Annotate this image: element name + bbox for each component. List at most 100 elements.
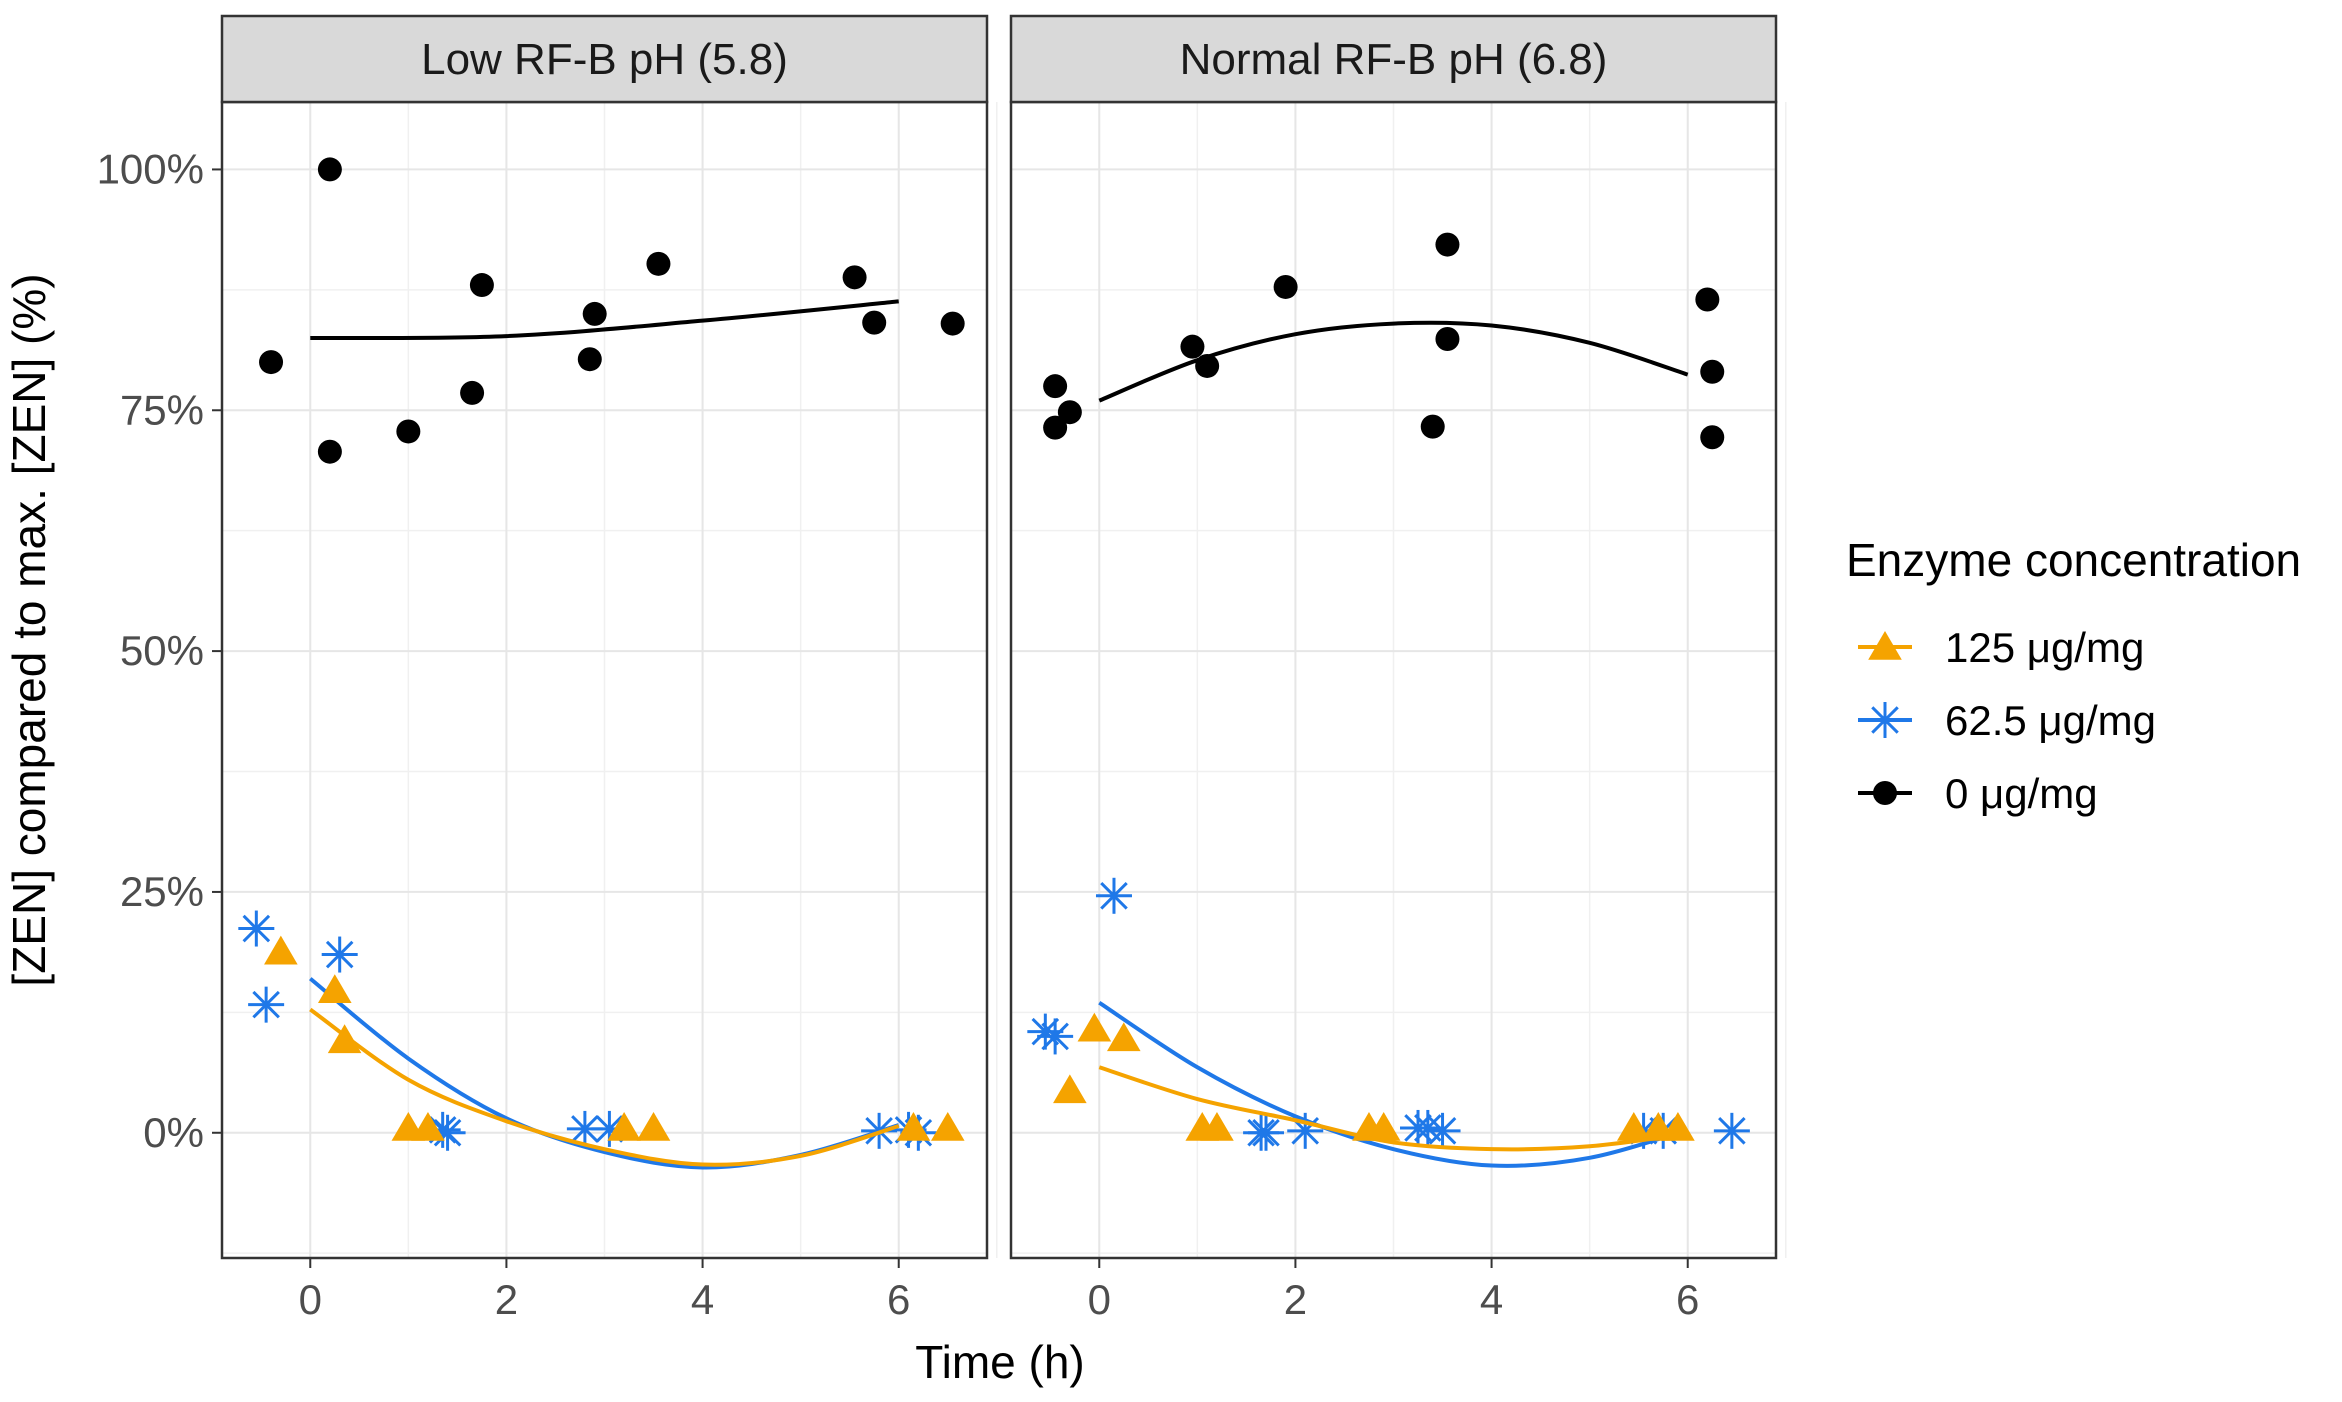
panel-grid: [1011, 102, 1787, 1258]
data-point-62-5-ug-mg: [1424, 1112, 1461, 1149]
x-tick-label-6: 6: [1676, 1276, 1699, 1323]
x-tick-label-2: 2: [1284, 1276, 1307, 1323]
data-point-62-5-ug-mg: [566, 1110, 603, 1147]
data-point-0-ug-mg: [460, 380, 485, 405]
data-point-0-ug-mg: [646, 251, 671, 276]
data-point-0-ug-mg: [317, 439, 342, 464]
data-point-62-5-ug-mg-stroke-3: [1428, 1117, 1457, 1145]
data-point-62-5-ug-mg-stroke-3: [1041, 1022, 1069, 1051]
data-point-125-ug-mg: [1106, 1022, 1141, 1052]
data-point-125-ug-mg: [327, 1024, 362, 1054]
facet-strip-title: Low RF-B pH (5.8): [421, 35, 788, 84]
data-point-0-ug-mg: [1695, 287, 1720, 312]
data-point-62-5-ug-mg: [321, 936, 358, 973]
x-tick-label-6: 6: [887, 1276, 910, 1323]
legend-entry-0-ug-mg: 0 μg/mg: [1858, 770, 2098, 817]
facet-panel-2: Normal RF-B pH (6.8) 0 2 4 6: [1009, 14, 1787, 1323]
data-point-0-ug-mg: [1043, 374, 1068, 399]
data-point-125-ug-mg: [1616, 1111, 1651, 1141]
data-point-125-ug-mg: [317, 974, 352, 1003]
data-point-62-5-ug-mg-stroke-3: [242, 914, 271, 943]
data-point-125-ug-mg: [1077, 1012, 1112, 1042]
data-point-62-5-ug-mg: [1248, 1114, 1284, 1151]
trend-line-125-ug-mg: [309, 1007, 900, 1167]
legend-label: 62.5 μg/mg: [1945, 697, 2156, 744]
data-point-125-ug-mg: [896, 1111, 931, 1141]
facet-strip: [220, 14, 989, 104]
trend-line-0-ug-mg: [310, 299, 899, 341]
data-point-125-ug-mg: [1200, 1111, 1234, 1141]
data-point-62-5-ug-mg-stroke-3: [252, 990, 280, 1019]
data-point-0-ug-mg: [577, 347, 602, 372]
data-point-62-5-ug-mg-stroke-3: [1718, 1117, 1746, 1145]
data-point-0-ug-mg: [1700, 359, 1725, 384]
trend-line-125-ug-mg: [1098, 1065, 1688, 1152]
data-point-0-ug-mg: [1435, 232, 1460, 257]
legend-key-marker: [1873, 781, 1897, 805]
data-point-0-ug-mg: [1057, 400, 1082, 425]
data-point-0-ug-mg: [396, 419, 421, 444]
facet-strip: [1009, 14, 1778, 104]
data-point-0-ug-mg: [940, 311, 965, 336]
series-0-ug-mg: [1043, 232, 1725, 450]
data-point-0-ug-mg: [1043, 415, 1068, 440]
data-point-62-5-ug-mg-stroke-3: [571, 1115, 599, 1143]
data-point-62-5-ug-mg-stroke-3: [1414, 1114, 1442, 1142]
data-point-0-ug-mg: [1420, 414, 1445, 439]
x-tick-label-4: 4: [1480, 1276, 1503, 1323]
legend-entry-125-ug-mg: 125 μg/mg: [1858, 624, 2144, 671]
data-point-0-ug-mg: [1180, 334, 1205, 359]
x-axis-title: Time (h): [915, 1336, 1085, 1388]
data-point-125-ug-mg: [1053, 1074, 1087, 1104]
data-point-62-5-ug-mg-stroke-3: [1100, 881, 1128, 910]
data-point-125-ug-mg: [411, 1111, 445, 1141]
legend-key-marker-stroke-3: [1871, 706, 1899, 734]
data-point-0-ug-mg: [842, 265, 867, 290]
data-point-0-ug-mg: [582, 301, 607, 326]
data-point-0-ug-mg: [862, 310, 887, 335]
x-tick-label-2: 2: [495, 1276, 518, 1323]
data-point-62-5-ug-mg-stroke-3: [1252, 1118, 1280, 1147]
x-tick-label-0: 0: [299, 1276, 322, 1323]
data-point-62-5-ug-mg: [1037, 1018, 1074, 1055]
y-tick-label-25: 25%: [120, 868, 204, 915]
y-tick-label-75: 75%: [120, 386, 204, 433]
legend: Enzyme concentration 125 μg/mg 62.5 μg/mg 0…: [1846, 534, 2301, 817]
legend-key-marker: [1867, 702, 1903, 738]
facet-panel-1: Low RF-B pH (5.8) 0 2 4 6: [220, 14, 998, 1323]
y-tick-label-100: 100%: [97, 145, 204, 192]
data-point-125-ug-mg: [1366, 1111, 1401, 1141]
data-point-62-5-ug-mg: [248, 986, 285, 1023]
trend-line-0-ug-mg: [1098, 320, 1689, 403]
data-point-0-ug-mg: [1700, 425, 1725, 450]
data-point-0-ug-mg: [1273, 274, 1298, 299]
legend-entry-62-5-ug-mg: 62.5 μg/mg: [1858, 697, 2156, 744]
data-point-62-5-ug-mg-stroke-3: [595, 1115, 624, 1143]
data-point-62-5-ug-mg-stroke-3: [433, 1118, 462, 1147]
data-point-125-ug-mg: [264, 935, 298, 965]
series-125-ug-mg: [264, 935, 965, 1167]
series-0-ug-mg: [259, 157, 965, 464]
data-point-62-5-ug-mg-stroke-3: [325, 940, 354, 969]
x-tick-label-0: 0: [1088, 1276, 1111, 1323]
data-point-0-ug-mg: [317, 157, 342, 182]
series-125-ug-mg: [1053, 1012, 1695, 1152]
legend-title: Enzyme concentration: [1846, 534, 2301, 586]
legend-label: 125 μg/mg: [1945, 624, 2144, 671]
y-tick-label-0: 0%: [143, 1109, 204, 1156]
data-point-125-ug-mg: [607, 1111, 641, 1141]
data-point-0-ug-mg: [1435, 326, 1460, 351]
data-point-125-ug-mg: [636, 1111, 671, 1141]
data-point-0-ug-mg: [259, 350, 284, 375]
facet-strip-title: Normal RF-B pH (6.8): [1180, 35, 1608, 84]
data-point-0-ug-mg: [469, 273, 494, 298]
x-tick-label-4: 4: [691, 1276, 714, 1323]
legend-label: 0 μg/mg: [1945, 770, 2098, 817]
y-axis-title: [ZEN] compared to max. [ZEN] (%): [3, 273, 55, 986]
data-point-125-ug-mg: [930, 1111, 965, 1141]
legend-key-marker: [1868, 631, 1902, 660]
data-point-62-5-ug-mg: [1095, 877, 1132, 914]
data-point-62-5-ug-mg: [1713, 1112, 1750, 1149]
trend-line-62-5-ug-mg: [1098, 1001, 1689, 1168]
